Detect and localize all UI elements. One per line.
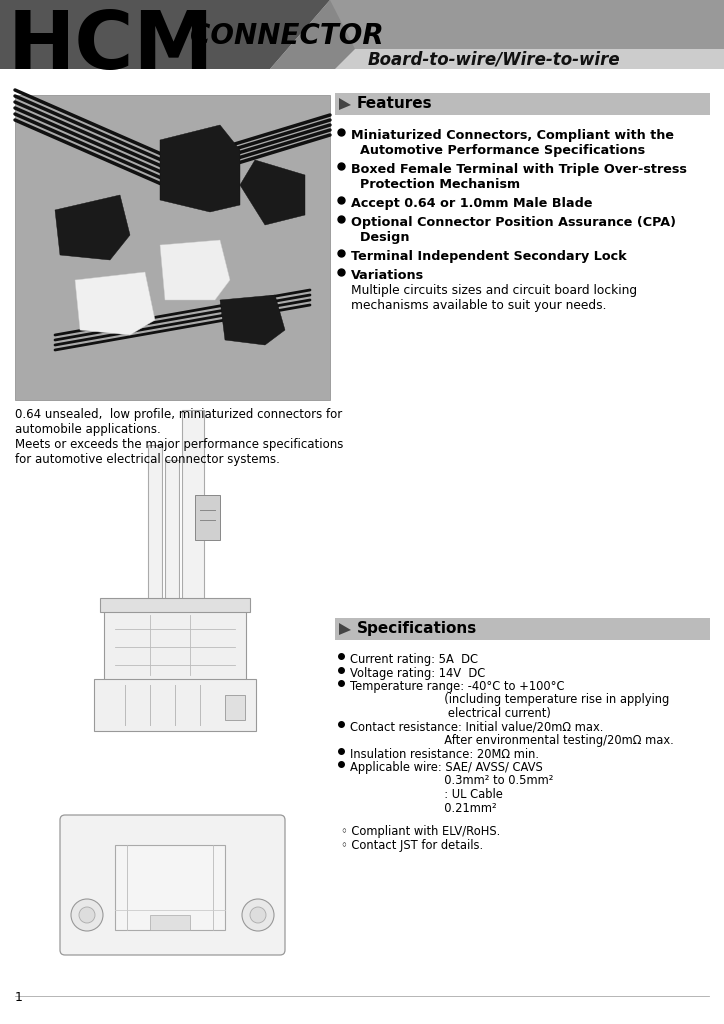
- Text: Features: Features: [357, 96, 433, 112]
- Circle shape: [71, 899, 103, 931]
- Polygon shape: [240, 160, 305, 225]
- FancyBboxPatch shape: [15, 95, 330, 400]
- FancyBboxPatch shape: [94, 679, 256, 731]
- Polygon shape: [220, 295, 285, 345]
- Polygon shape: [339, 98, 351, 110]
- Polygon shape: [335, 49, 724, 69]
- Text: automobile applications.: automobile applications.: [15, 423, 161, 436]
- Text: HCM: HCM: [8, 8, 214, 86]
- Polygon shape: [339, 623, 351, 635]
- Text: Multiple circuits sizes and circuit board locking
mechanisms available to suit y: Multiple circuits sizes and circuit boar…: [351, 284, 637, 312]
- FancyBboxPatch shape: [165, 460, 179, 600]
- Text: CONNECTOR: CONNECTOR: [190, 22, 384, 50]
- Text: Temperature range: -40°C to +100°C: Temperature range: -40°C to +100°C: [350, 680, 565, 693]
- Text: ◦ Contact JST for details.: ◦ Contact JST for details.: [341, 839, 483, 852]
- Text: Boxed Female Terminal with Triple Over-stress: Boxed Female Terminal with Triple Over-s…: [351, 163, 687, 176]
- Circle shape: [250, 907, 266, 923]
- Polygon shape: [160, 240, 230, 300]
- Text: Voltage rating: 14V  DC: Voltage rating: 14V DC: [350, 667, 485, 680]
- FancyBboxPatch shape: [195, 495, 220, 540]
- Text: Contact resistance: Initial value/20mΩ max.: Contact resistance: Initial value/20mΩ m…: [350, 721, 603, 733]
- Text: Optional Connector Position Assurance (CPA): Optional Connector Position Assurance (C…: [351, 216, 676, 229]
- Polygon shape: [270, 0, 724, 69]
- FancyBboxPatch shape: [335, 93, 710, 115]
- Text: Variations: Variations: [351, 269, 424, 282]
- Text: Miniaturized Connectors, Compliant with the: Miniaturized Connectors, Compliant with …: [351, 129, 674, 142]
- FancyBboxPatch shape: [104, 599, 246, 681]
- FancyBboxPatch shape: [60, 815, 285, 955]
- Polygon shape: [75, 272, 155, 335]
- FancyBboxPatch shape: [182, 410, 204, 600]
- Polygon shape: [160, 125, 240, 212]
- Text: for automotive electrical connector systems.: for automotive electrical connector syst…: [15, 453, 280, 466]
- Text: (including temperature rise in applying: (including temperature rise in applying: [350, 693, 669, 707]
- Text: 0.3mm² to 0.5mm²: 0.3mm² to 0.5mm²: [350, 774, 553, 787]
- Text: : UL Cable: : UL Cable: [350, 788, 503, 801]
- FancyBboxPatch shape: [100, 598, 250, 612]
- Polygon shape: [330, 0, 724, 49]
- Text: Applicable wire: SAE/ AVSS/ CAVS: Applicable wire: SAE/ AVSS/ CAVS: [350, 761, 543, 774]
- Text: Accept 0.64 or 1.0mm Male Blade: Accept 0.64 or 1.0mm Male Blade: [351, 197, 592, 210]
- Text: 1: 1: [15, 991, 23, 1004]
- Circle shape: [79, 907, 95, 923]
- FancyBboxPatch shape: [148, 445, 162, 600]
- Text: After environmental testing/20mΩ max.: After environmental testing/20mΩ max.: [350, 734, 674, 746]
- FancyBboxPatch shape: [335, 618, 710, 640]
- Text: Specifications: Specifications: [357, 622, 477, 637]
- Polygon shape: [55, 195, 130, 260]
- Text: Insulation resistance: 20MΩ min.: Insulation resistance: 20MΩ min.: [350, 748, 539, 761]
- Text: Protection Mechanism: Protection Mechanism: [351, 178, 520, 191]
- FancyBboxPatch shape: [115, 845, 225, 930]
- Text: Automotive Performance Specifications: Automotive Performance Specifications: [351, 144, 645, 157]
- Text: 0.64 unsealed,  low profile, miniaturized connectors for: 0.64 unsealed, low profile, miniaturized…: [15, 408, 342, 421]
- Text: ◦ Compliant with ELV/RoHS.: ◦ Compliant with ELV/RoHS.: [341, 825, 500, 838]
- Text: electrical current): electrical current): [350, 707, 551, 720]
- Circle shape: [242, 899, 274, 931]
- Polygon shape: [0, 0, 330, 69]
- Text: Meets or exceeds the major performance specifications: Meets or exceeds the major performance s…: [15, 438, 343, 451]
- Text: Design: Design: [351, 231, 410, 244]
- Text: Current rating: 5A  DC: Current rating: 5A DC: [350, 653, 478, 666]
- Text: Terminal Independent Secondary Lock: Terminal Independent Secondary Lock: [351, 250, 627, 263]
- Text: Board-to-wire/Wire-to-wire: Board-to-wire/Wire-to-wire: [368, 50, 620, 68]
- Text: 0.21mm²: 0.21mm²: [350, 802, 497, 814]
- FancyBboxPatch shape: [225, 695, 245, 720]
- FancyBboxPatch shape: [150, 915, 190, 930]
